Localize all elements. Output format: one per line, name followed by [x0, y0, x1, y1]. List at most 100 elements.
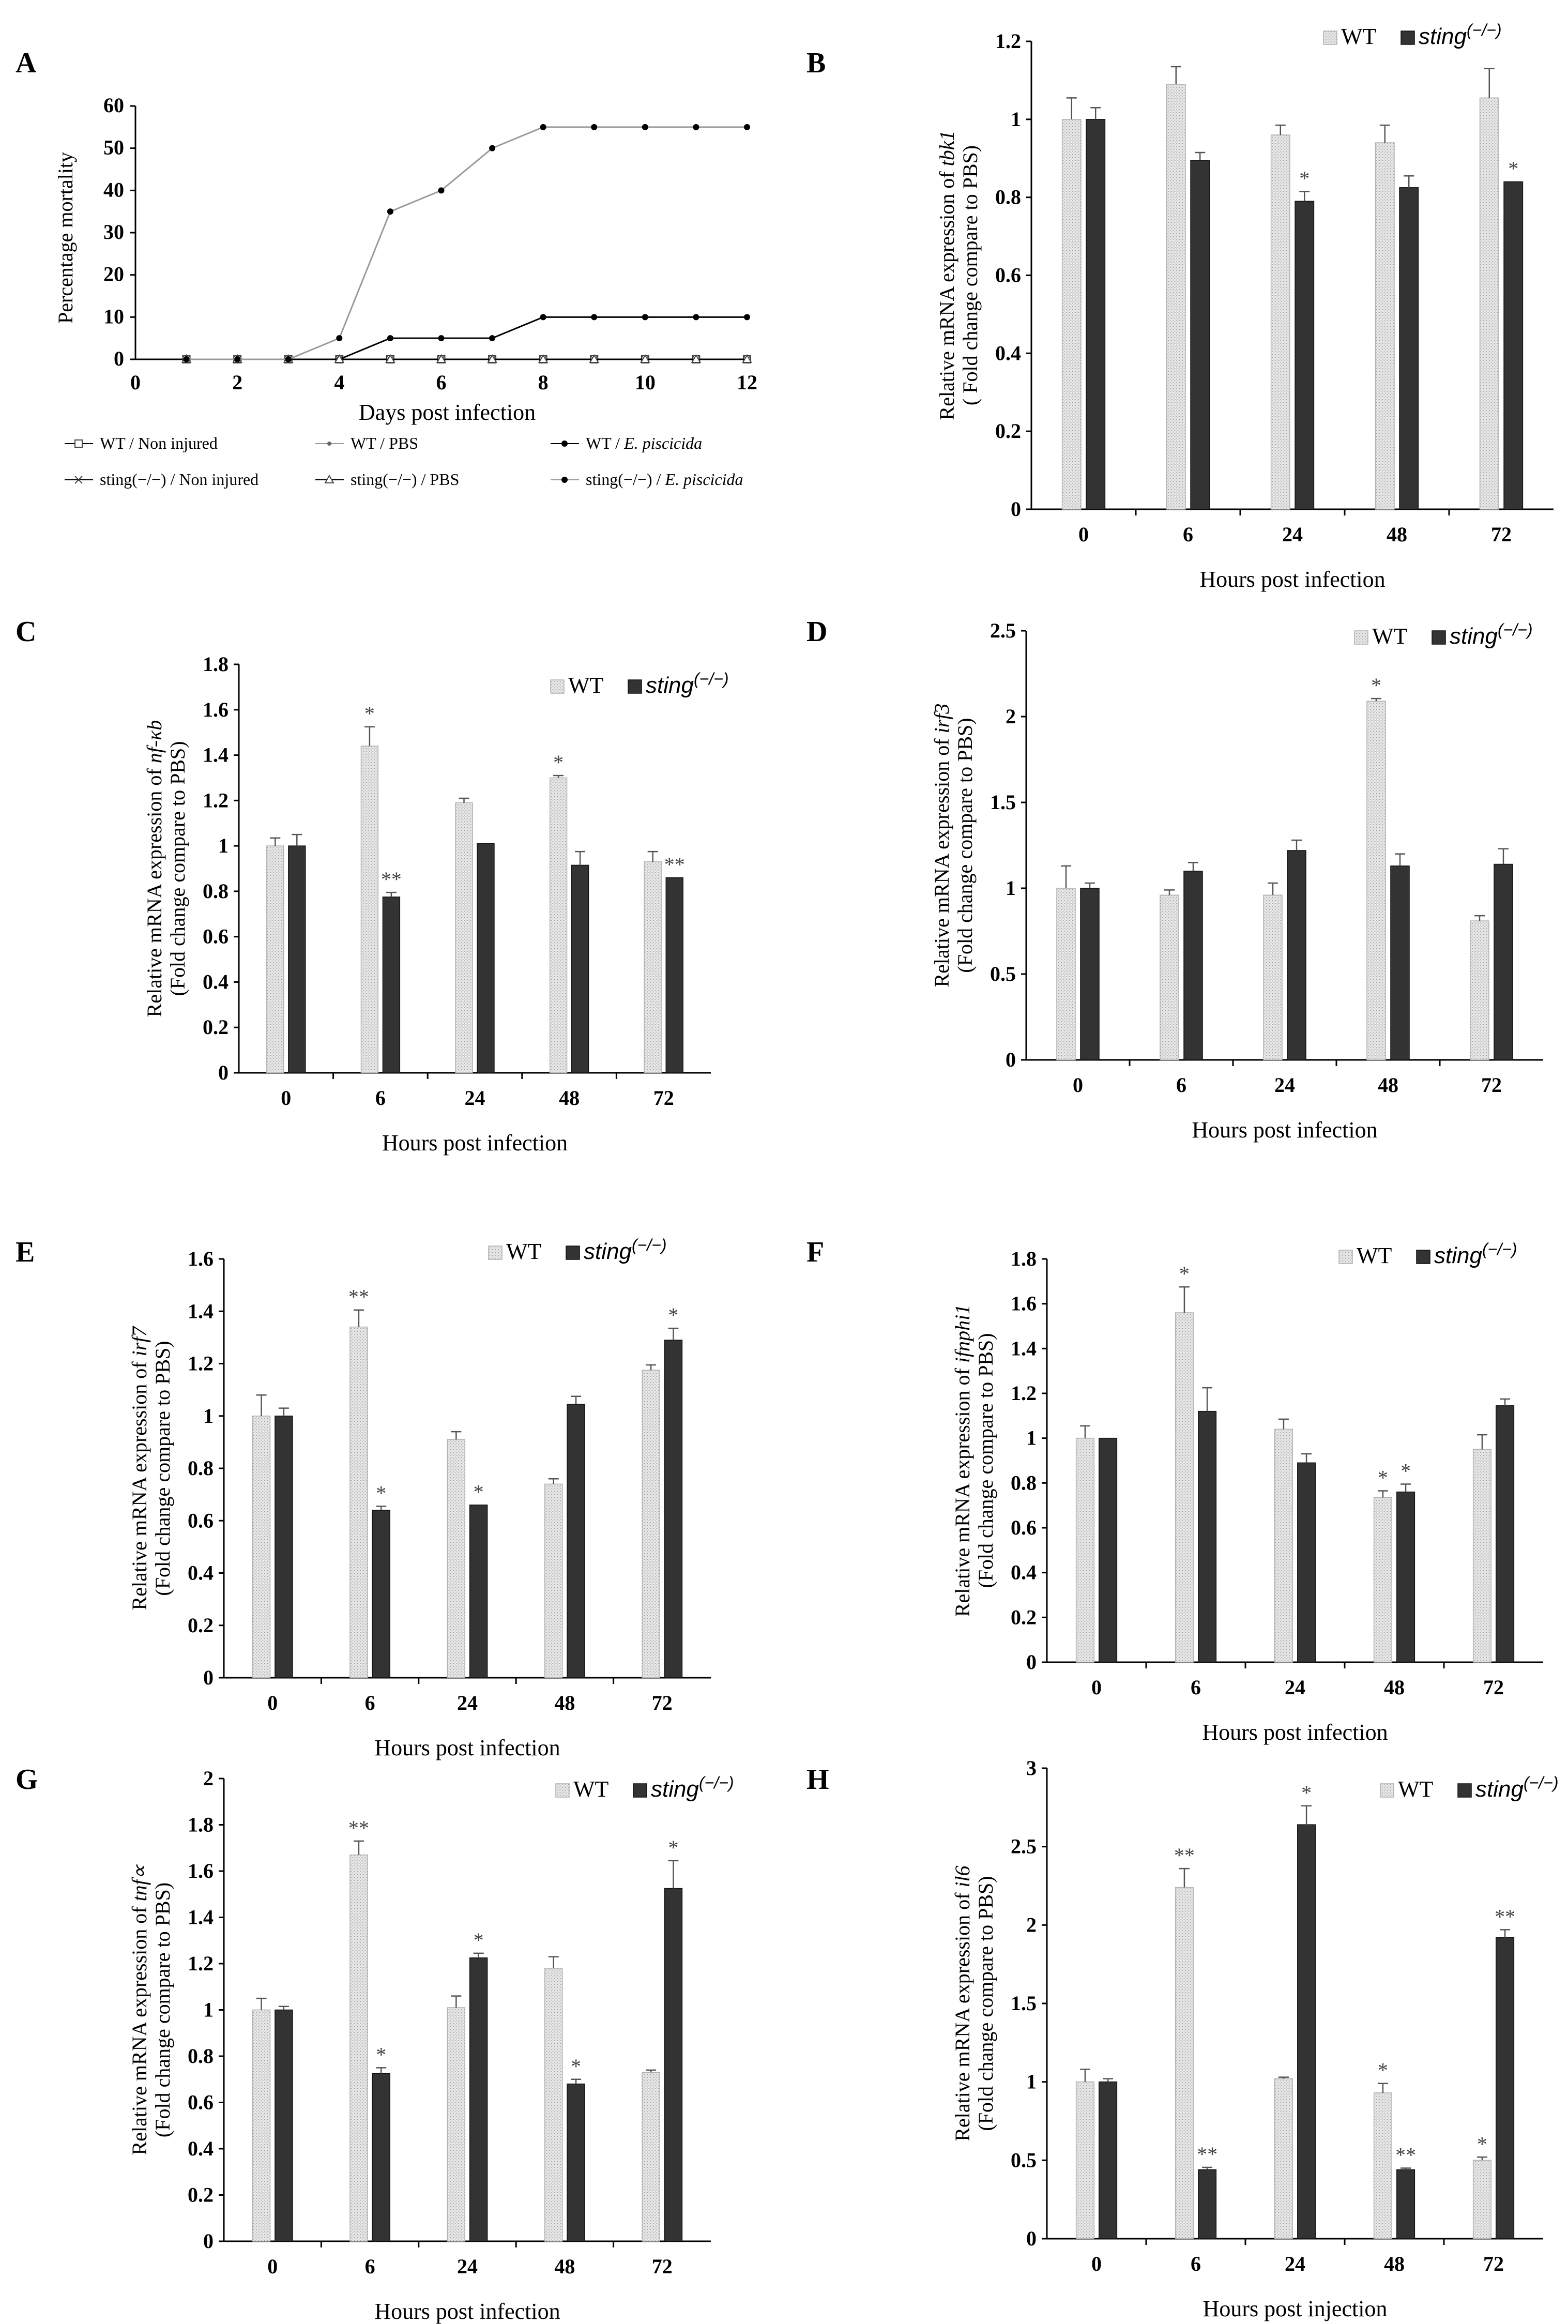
panel-e-y-axis-label: Relative mRNA expression of irf7 [128, 1326, 151, 1611]
panel-e-significance-label: ** [348, 1285, 369, 1309]
panel-g-x-tick-label: 24 [457, 2255, 478, 2278]
panel-a-legend-item: sting(−/−) / Non injured [65, 470, 258, 489]
panel-a-point [591, 124, 598, 130]
panel-letter-a: A [16, 47, 37, 79]
panel-b-y-tick-label: 0.6 [995, 264, 1021, 287]
panel-h-legend-swatch-sting [1457, 1783, 1472, 1798]
panel-b-y-tick-label: 1 [1011, 108, 1021, 131]
panel-e-y-tick-label: 0.8 [188, 1456, 214, 1480]
panel-h-y-axis-label: Relative mRNA expression of il6 [951, 1865, 974, 2141]
panel-e-x-tick-label: 72 [652, 1691, 673, 1714]
panel-e-x-axis-label: Hours post infection [374, 1735, 560, 1760]
panel-e-bar-sting [469, 1505, 488, 1678]
panel-f-bar-sting [1496, 1405, 1515, 1663]
panel-f-bar-sting [1297, 1462, 1316, 1663]
panel-g-bar-wt [252, 2009, 271, 2242]
panel-h-legend-swatch-wt [1380, 1783, 1394, 1798]
panel-h-bar-sting [1396, 2169, 1415, 2239]
panel-g-bar-sting [664, 1888, 683, 2242]
panel-a-point [387, 208, 393, 215]
panel-letter-c: C [16, 616, 36, 648]
panel-d: D 0 0.5 1 1.5 2 2.5 0 6 24 48 * 72 Hours post infecti… [806, 616, 1543, 1143]
panel-g-legend: WT sting(−/−) [555, 1773, 734, 1802]
panel-g-legend-swatch-wt [555, 1783, 570, 1798]
panel-b-legend-swatch-wt [1323, 31, 1337, 45]
panel-b-y-tick-label: 1.2 [995, 29, 1021, 53]
panel-a-legend-item: WT / PBS [315, 434, 418, 452]
panel-f-bar-wt [1175, 1312, 1194, 1663]
panel-h-x-axis-label: Hours post injection [1203, 2296, 1388, 2321]
panel-a-point [642, 314, 648, 321]
panel-a-legend-label: sting(−/−) / Non injured [100, 470, 258, 489]
panel-d-y-axis-label-line2: (Fold change compare to PBS) [953, 718, 977, 973]
panel-f-x-tick-label: 0 [1091, 1676, 1102, 1699]
panel-g-x-tick-label: 0 [267, 2255, 278, 2278]
panel-a-point [538, 354, 549, 363]
panel-c-legend-label-sting: sting(−/−) [646, 670, 729, 698]
panel-c-x-tick-label: 48 [559, 1086, 580, 1110]
panel-g-y-tick-label: 1.2 [188, 1952, 214, 1975]
panel-a-point [540, 314, 546, 321]
panel-a-legend-marker [324, 474, 334, 483]
panel-c-bar-sting [477, 843, 495, 1073]
panel-b-bar-sting [1190, 160, 1210, 510]
panel-h-bar-wt [1175, 1887, 1194, 2239]
panel-e-x-tick-label: 6 [365, 1691, 375, 1714]
panel-a-point [438, 335, 445, 342]
panel-b-bar-sting [1295, 201, 1315, 510]
panel-h-legend-label-wt: WT [1398, 1776, 1434, 1802]
panel-g-bar-wt [447, 2007, 466, 2242]
panel-d-y-tick-label: 0 [1006, 1048, 1016, 1071]
panel-d-bar-sting [1390, 865, 1410, 1060]
panel-f: F 0 0.2 0.4 0.6 0.8 1 1.2 1.4 1.6 1.8 0 6 * 24 48 * * 72 Ho… [806, 1236, 1543, 1745]
panel-e-y-tick-label: 1 [203, 1404, 214, 1427]
panel-c-bar-sting [288, 845, 306, 1073]
panel-a-point [489, 145, 496, 151]
panel-a-legend-marker [561, 441, 568, 447]
panel-a-point [234, 356, 241, 362]
panel-a-point [744, 124, 750, 130]
panel-c-y-tick-label: 0 [218, 1061, 229, 1084]
panel-a-point [334, 354, 345, 363]
panel-f-significance-label: * [1378, 1466, 1388, 1490]
panel-f-x-axis-label: Hours post infection [1202, 1720, 1388, 1745]
panel-d-y-tick-label: 2 [1006, 705, 1016, 728]
panel-b-x-tick-label: 72 [1491, 523, 1512, 546]
panel-c-bar-sting [665, 877, 683, 1073]
panel-d-legend-label-sting: sting(−/−) [1450, 620, 1533, 649]
panel-c-y-tick-label: 0.6 [203, 925, 229, 948]
panel-h-bar-wt [1373, 2092, 1392, 2239]
panel-d-bar-sting [1080, 888, 1100, 1060]
panel-a-legend-marker [74, 439, 83, 448]
panel-f-x-tick-label: 24 [1285, 1676, 1305, 1699]
panel-c-significance-label: ** [381, 868, 402, 891]
panel-b-x-tick-label: 24 [1282, 523, 1303, 546]
panel-c-y-tick-label: 1.2 [203, 788, 229, 812]
panel-e-bar-wt [544, 1483, 563, 1678]
panel-f-x-tick-label: 48 [1384, 1676, 1405, 1699]
panel-h-significance-label: * [1378, 2059, 1388, 2082]
panel-g-y-tick-label: 0.8 [188, 2044, 214, 2068]
panel-h-bar-wt [1472, 2160, 1491, 2239]
panel-g-x-axis-label: Hours post infection [374, 2299, 560, 2324]
panel-d-x-tick-label: 6 [1176, 1073, 1186, 1097]
panel-a-x-tick-label: 12 [737, 371, 757, 394]
panel-a-point [742, 354, 752, 363]
panel-e-significance-label: * [668, 1303, 678, 1327]
panel-a-point [436, 354, 447, 363]
panel-f-y-tick-label: 0.8 [1011, 1471, 1037, 1494]
panel-a-legend-label: WT / Non injured [100, 434, 218, 452]
panel-b-significance-label: * [1299, 166, 1310, 190]
panel-a-x-tick-label: 8 [538, 371, 549, 394]
panel-f-y-tick-label: 1.2 [1011, 1381, 1037, 1405]
panel-a-point [487, 354, 497, 363]
panel-g-y-tick-label: 0 [203, 2229, 214, 2253]
panel-d-x-tick-label: 24 [1274, 1073, 1295, 1097]
panel-e-y-tick-label: 1.6 [188, 1247, 214, 1270]
panel-d-x-tick-label: 48 [1378, 1073, 1398, 1097]
panel-f-y-tick-label: 0 [1026, 1650, 1037, 1674]
panel-h-y-axis-label-line2: (Fold change compare to PBS) [974, 1876, 997, 2131]
panel-c-y-axis-label: Relative mRNA expression of nf-κb [143, 720, 166, 1017]
panel-a-point [285, 356, 292, 362]
